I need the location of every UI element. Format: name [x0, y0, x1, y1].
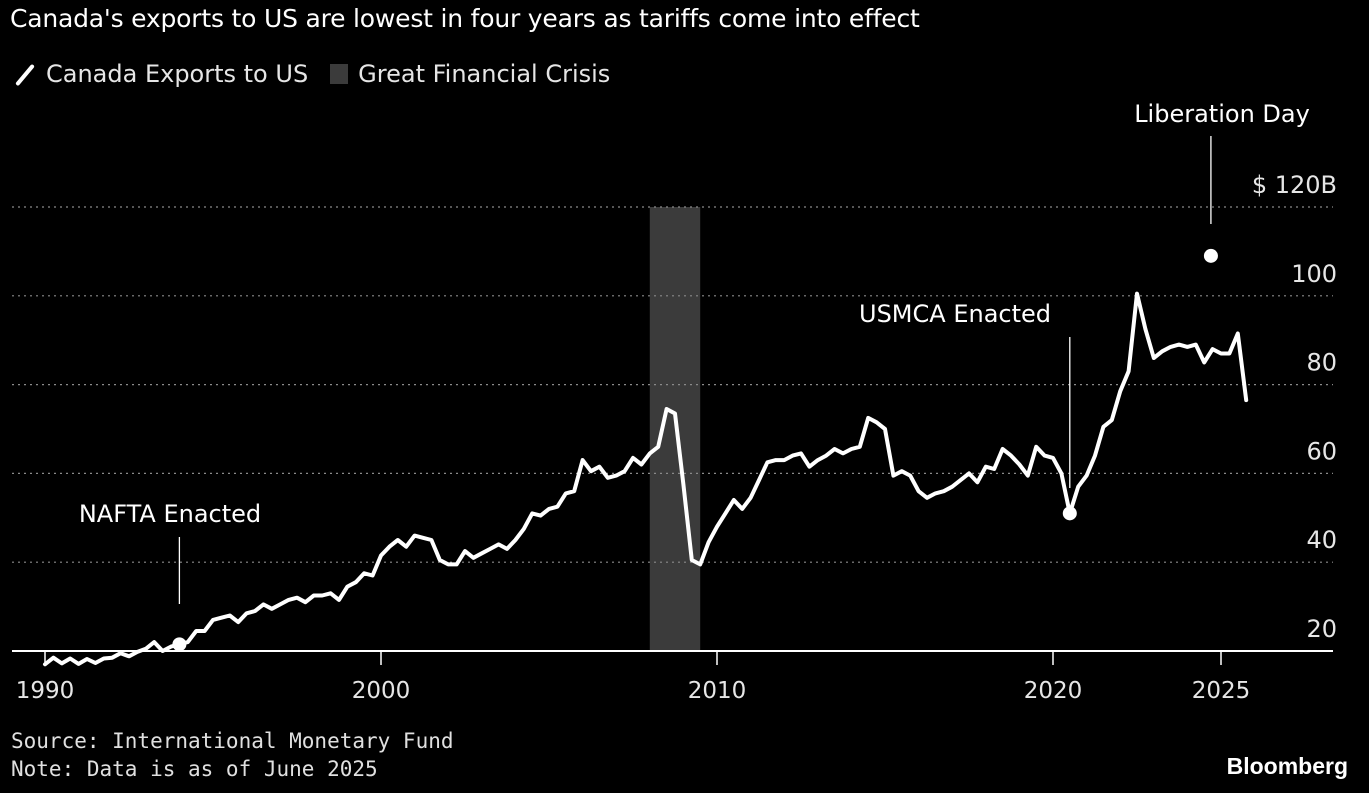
series-line-exports: [43, 291, 1249, 667]
y-tick-label-80: 80: [1306, 349, 1337, 377]
annotation-label-usmca-enacted: USMCA Enacted: [859, 300, 1051, 328]
x-tick-label-2025: 2025: [1192, 678, 1251, 704]
annotation-marker-0: [172, 637, 187, 652]
y-tick-label-120: $ 120B: [1252, 171, 1337, 199]
y-tick-label-100: 100: [1291, 260, 1337, 288]
x-tick-label-2000: 2000: [352, 678, 411, 704]
annotation-label-liberation-day: Liberation Day: [1134, 100, 1310, 128]
annotation-label-nafta-enacted: NAFTA Enacted: [79, 500, 261, 528]
legend-item-gfc: Great Financial Crisis: [330, 60, 610, 88]
legend-label-gfc: Great Financial Crisis: [358, 60, 611, 88]
x-tick-label-1990: 1990: [16, 678, 75, 704]
y-tick-label-60: 60: [1306, 437, 1337, 465]
legend-item-exports: Canada Exports to US: [14, 60, 308, 88]
legend: Canada Exports to US Great Financial Cri…: [14, 58, 632, 90]
source-note: Source: International Monetary Fund: [11, 729, 454, 753]
chart-title: Canada's exports to US are lowest in fou…: [10, 4, 920, 33]
annotation-marker-3: [1062, 506, 1077, 521]
box-swatch-icon: [330, 64, 349, 84]
x-tick-label-2020: 2020: [1024, 678, 1083, 704]
annotation-marker-2: [1203, 248, 1218, 263]
x-tick-label-2010: 2010: [688, 678, 747, 704]
data-note: Note: Data is as of June 2025: [11, 757, 378, 781]
y-tick-label-40: 40: [1306, 526, 1337, 554]
bloomberg-logo: Bloomberg: [1226, 753, 1348, 779]
legend-label-exports: Canada Exports to US: [46, 60, 309, 88]
y-tick-label-20: 20: [1306, 615, 1337, 643]
